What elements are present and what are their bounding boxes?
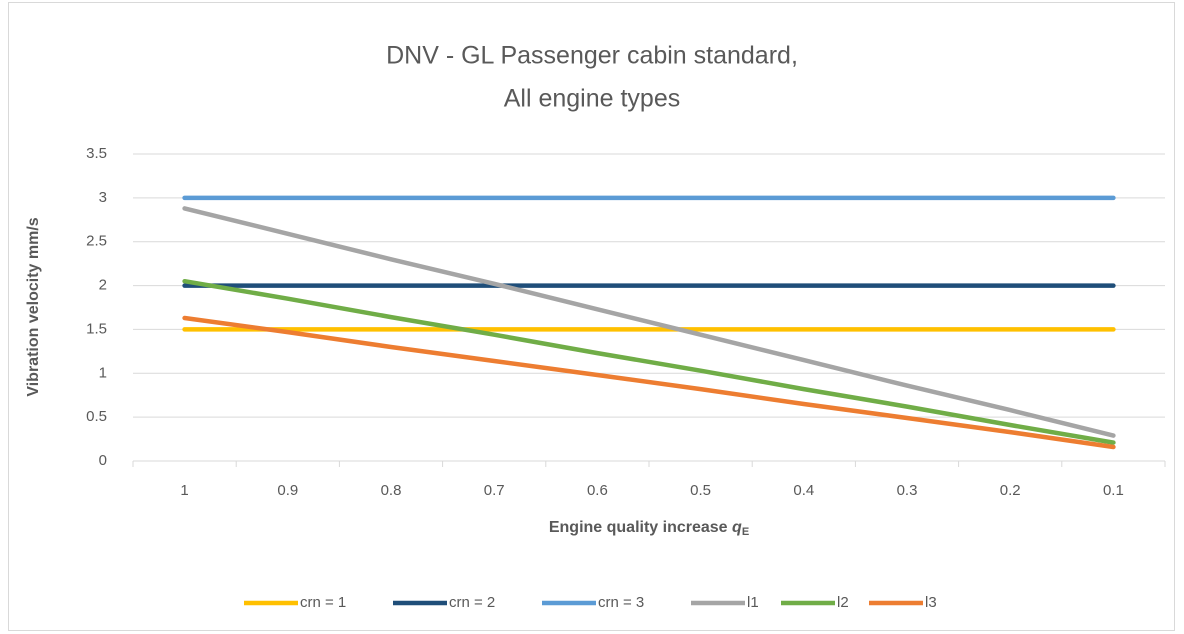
y-tick-label: 3.5 — [86, 145, 107, 162]
y-tick-label: 3 — [99, 189, 107, 206]
y-tick-label: 0 — [99, 452, 107, 469]
chart-title: All engine types — [504, 85, 681, 113]
y-tick-label: 1.5 — [86, 320, 107, 337]
x-axis-label-text: Engine quality increase — [549, 519, 728, 536]
x-tick-label: 0.6 — [587, 482, 608, 499]
x-tick-label: 0.9 — [277, 482, 298, 499]
legend-label: crn = 2 — [449, 594, 495, 611]
series-line — [182, 206, 1116, 438]
y-tick-label: 1 — [99, 364, 107, 381]
series-line — [182, 278, 1116, 445]
y-axis-label: Vibration velocity mm/s — [25, 217, 42, 396]
series-line — [182, 315, 1116, 450]
x-axis-label-subscript: E — [742, 526, 749, 538]
y-tick-label: 2 — [99, 277, 107, 294]
chart-title: DNV - GL Passenger cabin standard, — [386, 42, 798, 70]
legend-label: l1 — [747, 594, 759, 611]
legend-label: l3 — [925, 594, 937, 611]
x-tick-label: 0.7 — [484, 482, 505, 499]
y-tick-label: 2.5 — [86, 233, 107, 250]
x-tick-label: 0.4 — [793, 482, 814, 499]
x-tick-label: 0.2 — [1000, 482, 1021, 499]
x-tick-label: 0.5 — [690, 482, 711, 499]
x-tick-label: 1 — [180, 482, 188, 499]
legend-label: crn = 1 — [300, 594, 346, 611]
x-axis-label: Engine quality increase qE — [549, 519, 749, 538]
y-tick-label: 0.5 — [86, 408, 107, 425]
legend-label: l2 — [837, 594, 849, 611]
x-tick-label: 0.3 — [897, 482, 918, 499]
x-axis-label-symbol: q — [732, 519, 742, 536]
chart-border — [8, 2, 1175, 631]
legend-label: crn = 3 — [598, 594, 644, 611]
x-tick-label: 0.1 — [1103, 482, 1124, 499]
x-tick-label: 0.8 — [381, 482, 402, 499]
